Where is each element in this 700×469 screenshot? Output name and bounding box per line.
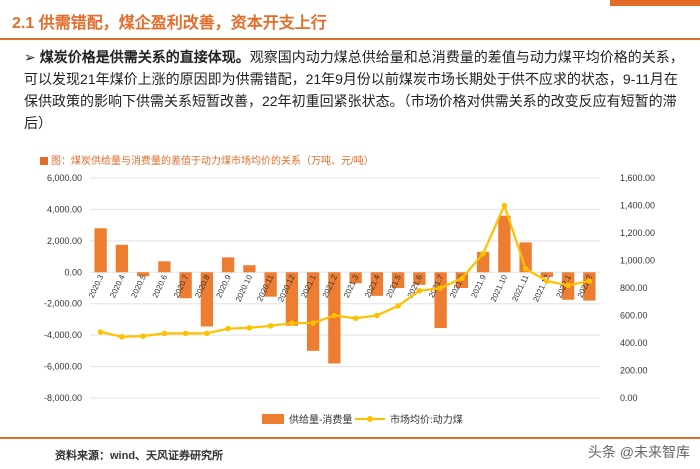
y-right-tick-label: 1,000.00 [620,256,655,266]
bar [349,272,362,284]
price-point [161,330,168,337]
bar [540,272,554,277]
x-tick-label: 2021.10 [489,273,510,304]
price-point [480,250,486,257]
chart-title-text: 图：煤炭供给量与消费量的差值于动力煤市场均价的关系（万吨、元/吨） [51,156,374,167]
source-note: 资料来源：wind、天风证券研究所 [55,450,224,462]
bar [200,272,214,327]
x-tick-label: 2021.6 [406,273,425,299]
price-point [395,303,401,309]
y-right-tick-label: 600.00 [620,311,648,321]
x-tick-label: 2021.3 [342,273,361,299]
price-point [225,325,231,332]
y-left-tick-label: -2,000.00 [44,299,82,309]
price-point [182,330,189,337]
chart-title: 图：煤炭供给量与消费量的差值于动力煤市场均价的关系（万吨、元/吨） [40,152,374,167]
bar [158,261,171,273]
y-left-tick-label: 0.00 [64,267,82,277]
price-point [289,320,295,326]
price-point [459,275,465,282]
x-tick-label: 2021.9 [469,273,488,299]
price-point [267,323,274,329]
bar [243,265,256,273]
bar [136,272,150,277]
bar [391,272,405,288]
bar [264,272,277,297]
price-point [331,312,338,319]
legend-swatch-point [367,416,373,422]
bar [519,242,532,273]
footer: 资料来源：wind、天风证券研究所 头条 @未来智库 [0,437,700,469]
price-point [501,202,508,209]
price-point [522,265,529,272]
header-bar: 2.1 供需错配，煤企盈利改善，资本开支上行 [0,0,700,40]
y-right-tick-label: 0.00 [620,393,638,403]
bar [498,215,511,273]
chart-title-marker [40,157,48,165]
x-tick-label: 2021.11 [510,273,530,303]
paragraph-lead: 煤炭价格是供需关系的直接体现。 [39,49,250,65]
y-left-tick-label: -4,000.00 [44,330,82,340]
x-tick-label: 2020.9 [214,273,233,299]
y-right-tick-label: 1,400.00 [620,201,655,211]
paragraph-text: 观察国内动力煤总供给量和总消费量的差值与动力煤平均价格的关系，可以发现21年煤价… [24,49,684,131]
y-right-tick-label: 400.00 [620,338,648,348]
chart: 6,000.00 4,000.00 2,000.00 0.00 -2,000.00 -4,… [44,173,655,426]
bar [221,257,235,273]
price-point [544,278,550,284]
price-point [437,285,444,291]
price-point [246,325,253,331]
price-point [140,333,146,339]
y-right-tick-label: 1,200.00 [620,228,655,238]
y-right-tick-label: 200.00 [620,366,648,376]
legend-label-bar: 供给量-消费量 [289,413,352,426]
bar [413,272,426,285]
y-left-tick-label: 6,000.00 [47,173,82,183]
x-tick-label: 2020.10 [234,273,255,304]
price-point [416,287,423,294]
header-accent [610,0,700,6]
price-point [204,330,210,337]
bullet-arrow-icon: ➢ [24,49,36,65]
price-point [586,278,593,284]
legend-swatch-bar [262,414,284,424]
bar [285,272,299,326]
watermark: 头条 @未来智库 [587,444,690,460]
y-left-tick-label: 4,000.00 [47,204,82,214]
page-title: 2.1 供需错配，煤企盈利改善，资本开支上行 [12,15,327,32]
price-point [565,282,571,289]
price-point [352,315,359,322]
y-right-tick-label: 800.00 [620,283,648,293]
x-tick-label: 2020.3 [87,273,106,299]
bar [370,272,384,296]
price-point [97,329,104,335]
bar [179,272,192,299]
price-line [100,202,590,338]
y-left-tick-label: -6,000.00 [44,362,82,372]
body-paragraph: ➢ 煤炭价格是供需关系的直接体现。观察国内动力煤总供给量和总消费量的差值与动力煤平… [24,46,684,134]
y-left-tick-label: 2,000.00 [47,236,82,246]
price-point [119,334,125,340]
x-tick-label: 2020.4 [108,273,127,299]
price-point [310,320,316,326]
y-left-tick-label: -8,000.00 [44,393,82,403]
bar [583,272,596,301]
legend-label-line: 市场均价:动力煤 [390,413,463,426]
bar [94,228,107,273]
x-tick-label: 2020.6 [151,273,170,299]
y-right-tick-label: 1,600.00 [620,173,655,183]
x-tick-label: 2020.5 [129,273,148,299]
bar [306,272,320,351]
bar [115,244,129,273]
price-point [374,312,380,319]
